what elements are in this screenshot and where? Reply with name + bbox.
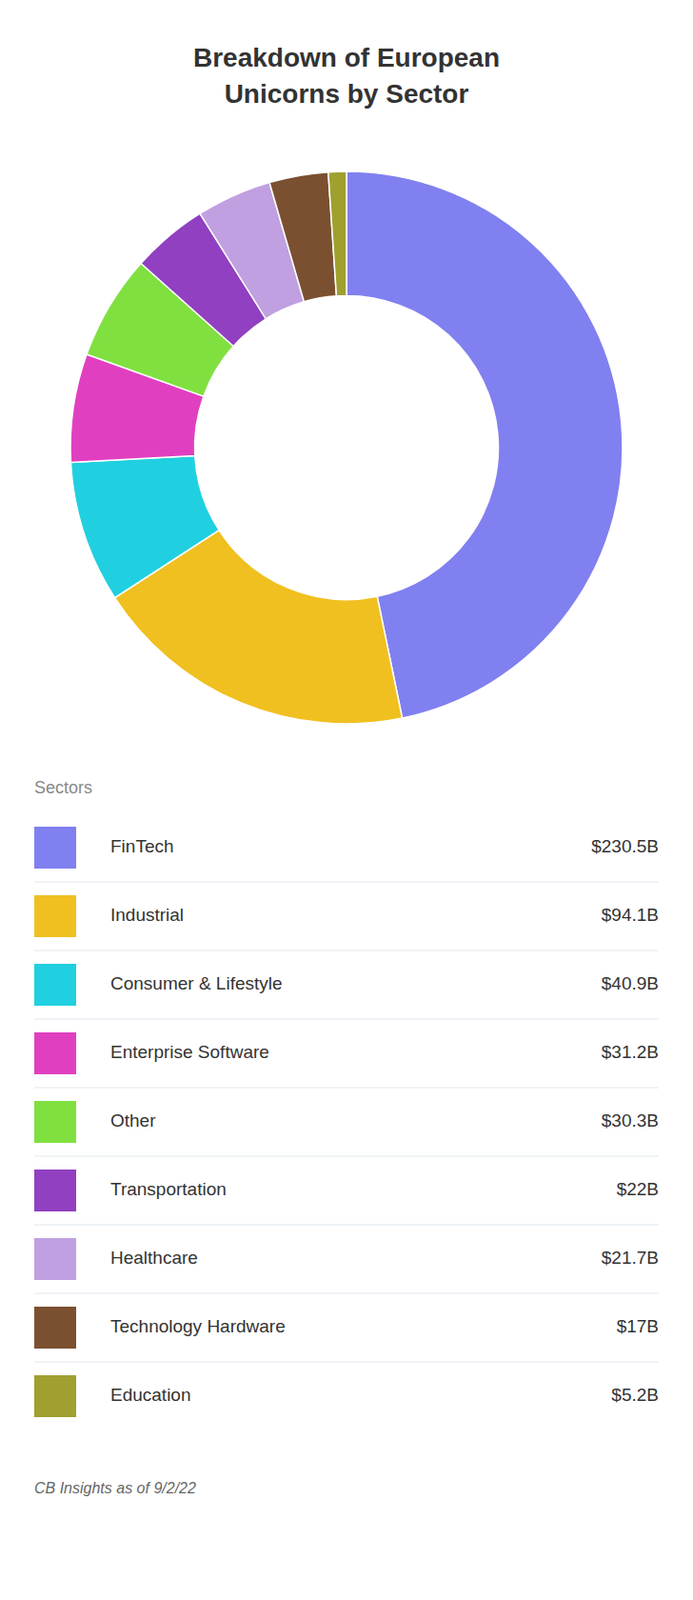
legend-label: Consumer & Lifestyle <box>110 972 283 993</box>
legend-label: Education <box>110 1384 192 1405</box>
legend-swatch <box>34 1374 77 1417</box>
legend-swatch <box>34 963 77 1006</box>
slice <box>269 172 337 302</box>
legend-label: Industrial <box>110 904 184 925</box>
divider <box>34 1361 659 1363</box>
legend-value: $230.5B <box>591 835 659 856</box>
legend-swatch <box>34 894 77 937</box>
divider <box>34 1292 659 1294</box>
legend-value: $5.2B <box>611 1384 659 1405</box>
legend-value: $17B <box>616 1315 659 1336</box>
legend-value: $94.1B <box>601 904 659 925</box>
divider <box>34 1224 659 1226</box>
legend-label: Technology Hardware <box>110 1315 286 1336</box>
divider <box>34 950 659 951</box>
legend-title: Sectors <box>34 777 93 797</box>
legend-swatch <box>34 1031 77 1074</box>
legend-value: $30.3B <box>601 1109 659 1130</box>
title: Breakdown of EuropeanUnicorns by Sector <box>193 42 500 109</box>
divider <box>34 1155 659 1157</box>
slice <box>70 455 219 597</box>
legend-label: Healthcare <box>110 1247 198 1268</box>
slice <box>328 171 347 297</box>
legend-label: Other <box>110 1109 157 1130</box>
legend-label: Transportation <box>110 1178 227 1199</box>
chart: Breakdown of EuropeanUnicorns by Sector S… <box>0 0 693 1600</box>
slice <box>346 171 623 718</box>
legend: FinTech $230.5B Industrial $94.1B Consumer &… <box>34 826 659 1417</box>
legend-value: $21.7B <box>601 1247 659 1268</box>
divider <box>34 1087 659 1089</box>
legend-swatch <box>34 1168 77 1211</box>
legend-value: $31.2B <box>601 1041 659 1062</box>
legend-swatch <box>34 826 77 869</box>
legend-swatch <box>34 1306 77 1348</box>
legend-label: Enterprise Software <box>110 1041 270 1062</box>
donut <box>70 171 623 724</box>
legend-value: $40.9B <box>601 972 659 993</box>
footnote: CB Insights as of 9/2/22 <box>34 1479 197 1496</box>
legend-value: $22B <box>616 1178 659 1199</box>
divider <box>34 881 659 883</box>
legend-label: FinTech <box>110 835 175 856</box>
legend-swatch <box>34 1100 77 1143</box>
divider <box>34 1018 659 1020</box>
legend-swatch <box>34 1237 77 1280</box>
